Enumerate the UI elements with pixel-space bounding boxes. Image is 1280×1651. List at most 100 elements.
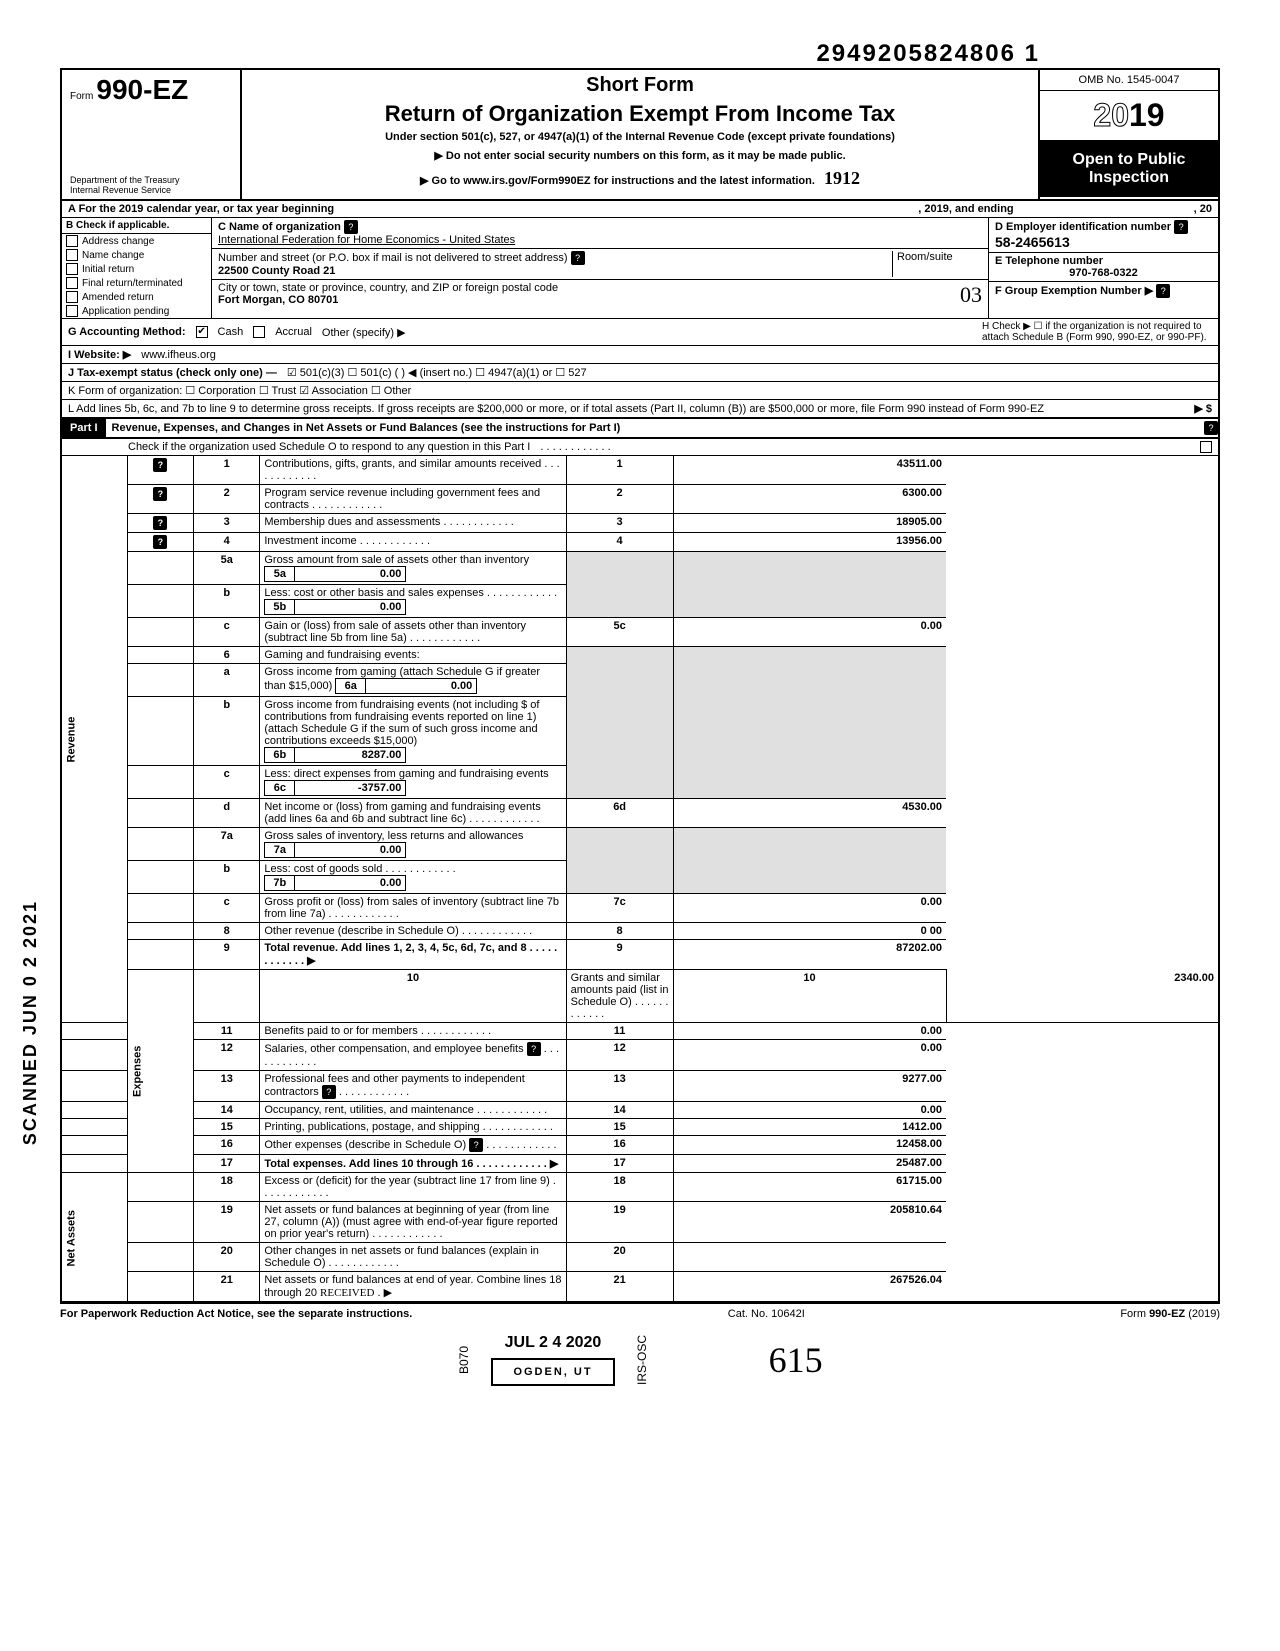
line18-amt: 61715.00 [673, 1173, 946, 1202]
city-value: Fort Morgan, CO 80701 [218, 294, 338, 306]
chk-accrual[interactable] [253, 326, 265, 338]
line5c-desc: Gain or (loss) from sale of assets other… [264, 620, 526, 644]
help-icon: ? [1156, 284, 1170, 298]
dept-label: Department of the Treasury Internal Reve… [70, 175, 232, 195]
b-item-4: Amended return [82, 292, 154, 303]
line15-amt: 1412.00 [673, 1119, 946, 1136]
line11-amt: 0.00 [673, 1023, 946, 1040]
line17-amt: 25487.00 [673, 1155, 946, 1173]
line18-desc: Excess or (deficit) for the year (subtra… [264, 1175, 550, 1187]
arrow2-text: ▶ Go to www.irs.gov/Form990EZ for instru… [420, 175, 815, 187]
short-form-title: Short Form [250, 74, 1030, 97]
line8-desc: Other revenue (describe in Schedule O) [264, 925, 458, 937]
city-label: City or town, state or province, country… [218, 282, 558, 294]
line5c-amt: 0.00 [673, 618, 946, 647]
sidelabel-expenses: Expenses [127, 970, 193, 1173]
c-label: C Name of organization [218, 221, 341, 233]
i-label: I Website: ▶ [68, 348, 131, 361]
line20-amt [673, 1243, 946, 1272]
line21-amt: 267526.04 [673, 1272, 946, 1303]
line6c-amt: -3757.00 [295, 781, 405, 795]
line5a-amt: 0.00 [295, 567, 405, 581]
footer-left: For Paperwork Reduction Act Notice, see … [60, 1308, 412, 1320]
chk-cash[interactable]: ✔ [196, 326, 208, 338]
k-line: K Form of organization: ☐ Corporation ☐ … [68, 384, 411, 397]
line12-desc: Salaries, other compensation, and employ… [264, 1043, 523, 1055]
room-label: Room/suite [897, 251, 953, 263]
b-item-0: Address change [82, 236, 154, 247]
chk-schedule-o[interactable] [1200, 441, 1212, 453]
line19-amt: 205810.64 [673, 1202, 946, 1243]
chk-amended-return[interactable] [66, 291, 78, 303]
chk-initial-return[interactable] [66, 263, 78, 275]
line5b-desc: Less: cost or other basis and sales expe… [264, 587, 484, 599]
website-value: www.ifheus.org [141, 349, 216, 361]
line14-amt: 0.00 [673, 1102, 946, 1119]
chk-application-pending[interactable] [66, 305, 78, 317]
sidelabel-netassets: Net Assets [61, 1173, 127, 1303]
line8-amt: 0 00 [673, 923, 946, 940]
b-item-1: Name change [82, 250, 144, 261]
line6b-amt: 8287.00 [295, 748, 405, 762]
street-address: 22500 County Road 21 [218, 265, 335, 277]
form-number: 990-EZ [96, 74, 188, 105]
sidelabel-revenue: Revenue [61, 456, 127, 1023]
line9-desc: Total revenue. Add lines 1, 2, 3, 4, 5c,… [264, 942, 526, 954]
omb-number: OMB No. 1545-0047 [1040, 70, 1218, 91]
part-i-badge: Part I [62, 419, 106, 437]
l-arrow: ▶ $ [1194, 402, 1212, 415]
footer-mid: Cat. No. 10642I [728, 1308, 805, 1320]
b-item-3: Final return/terminated [82, 278, 183, 289]
tax-year: 2019 [1040, 91, 1218, 141]
arrow-line-1: ▶ Do not enter social security numbers o… [250, 149, 1030, 162]
return-title: Return of Organization Exempt From Incom… [250, 101, 1030, 127]
chk-address-change[interactable] [66, 235, 78, 247]
line6d-amt: 4530.00 [673, 799, 946, 828]
form-header: Form 990-EZ Department of the Treasury I… [60, 68, 1220, 201]
part-i-title: Revenue, Expenses, and Changes in Net As… [106, 420, 1204, 436]
chk-final-return[interactable] [66, 277, 78, 289]
chk-name-change[interactable] [66, 249, 78, 261]
stamp-date: JUL 2 4 2020 [491, 1334, 614, 1352]
line4-amt: 13956.00 [673, 533, 946, 552]
line12-amt: 0.00 [673, 1040, 946, 1071]
line13-amt: 9277.00 [673, 1071, 946, 1102]
stamp-city: OGDEN, UT [491, 1358, 614, 1386]
footer-row: For Paperwork Reduction Act Notice, see … [60, 1303, 1220, 1324]
handwritten-615: 615 [769, 1339, 823, 1381]
line11-desc: Benefits paid to or for members [264, 1025, 417, 1037]
line6-desc: Gaming and fundraising events: [260, 647, 566, 664]
part-i-check-text: Check if the organization used Schedule … [128, 441, 530, 453]
help-icon: ? [571, 251, 585, 265]
line3-desc: Membership dues and assessments [264, 516, 440, 528]
d-label: D Employer identification number [995, 221, 1171, 233]
under-section: Under section 501(c), 527, or 4947(a)(1)… [250, 131, 1030, 143]
line5b-amt: 0.00 [295, 600, 405, 614]
line3-amt: 18905.00 [673, 514, 946, 533]
line-a-label: A For the 2019 calendar year, or tax yea… [68, 203, 334, 215]
handwritten-03: 03 [960, 282, 982, 308]
j-options: ☑ 501(c)(3) ☐ 501(c) ( ) ◀ (insert no.) … [287, 366, 587, 379]
section-bcdef: B Check if applicable. Address change Na… [60, 218, 1220, 319]
line9-amt: 87202.00 [673, 940, 946, 970]
line7c-desc: Gross profit or (loss) from sales of inv… [264, 896, 559, 920]
line6a-amt: 0.00 [366, 679, 476, 693]
line15-desc: Printing, publications, postage, and shi… [264, 1121, 479, 1133]
scanned-stamp: SCANNED JUN 0 2 2021 [20, 900, 41, 1145]
line5a-desc: Gross amount from sale of assets other t… [264, 554, 529, 566]
line-a-mid: , 2019, and ending [918, 203, 1013, 215]
b-item-5: Application pending [82, 306, 169, 317]
line7b-amt: 0.00 [295, 876, 405, 890]
footer-right: Form 990-EZ (2019) [1120, 1308, 1220, 1320]
arrow-line-2: ▶ Go to www.irs.gov/Form990EZ for instru… [250, 168, 1030, 189]
line6b-desc: Gross income from fundraising events (no… [264, 699, 539, 747]
line7a-amt: 0.00 [295, 843, 405, 857]
line-a-end: , 20 [1194, 203, 1212, 215]
line1-amt: 43511.00 [673, 456, 946, 485]
l-line: L Add lines 5b, 6c, and 7b to line 9 to … [68, 403, 1044, 415]
g-other: Other (specify) ▶ [322, 326, 406, 339]
g-label: G Accounting Method: [68, 326, 186, 338]
lines-table: Revenue ?1 Contributions, gifts, grants,… [60, 456, 1220, 1303]
line16-desc: Other expenses (describe in Schedule O) [264, 1139, 466, 1151]
line16-amt: 12458.00 [673, 1136, 946, 1155]
